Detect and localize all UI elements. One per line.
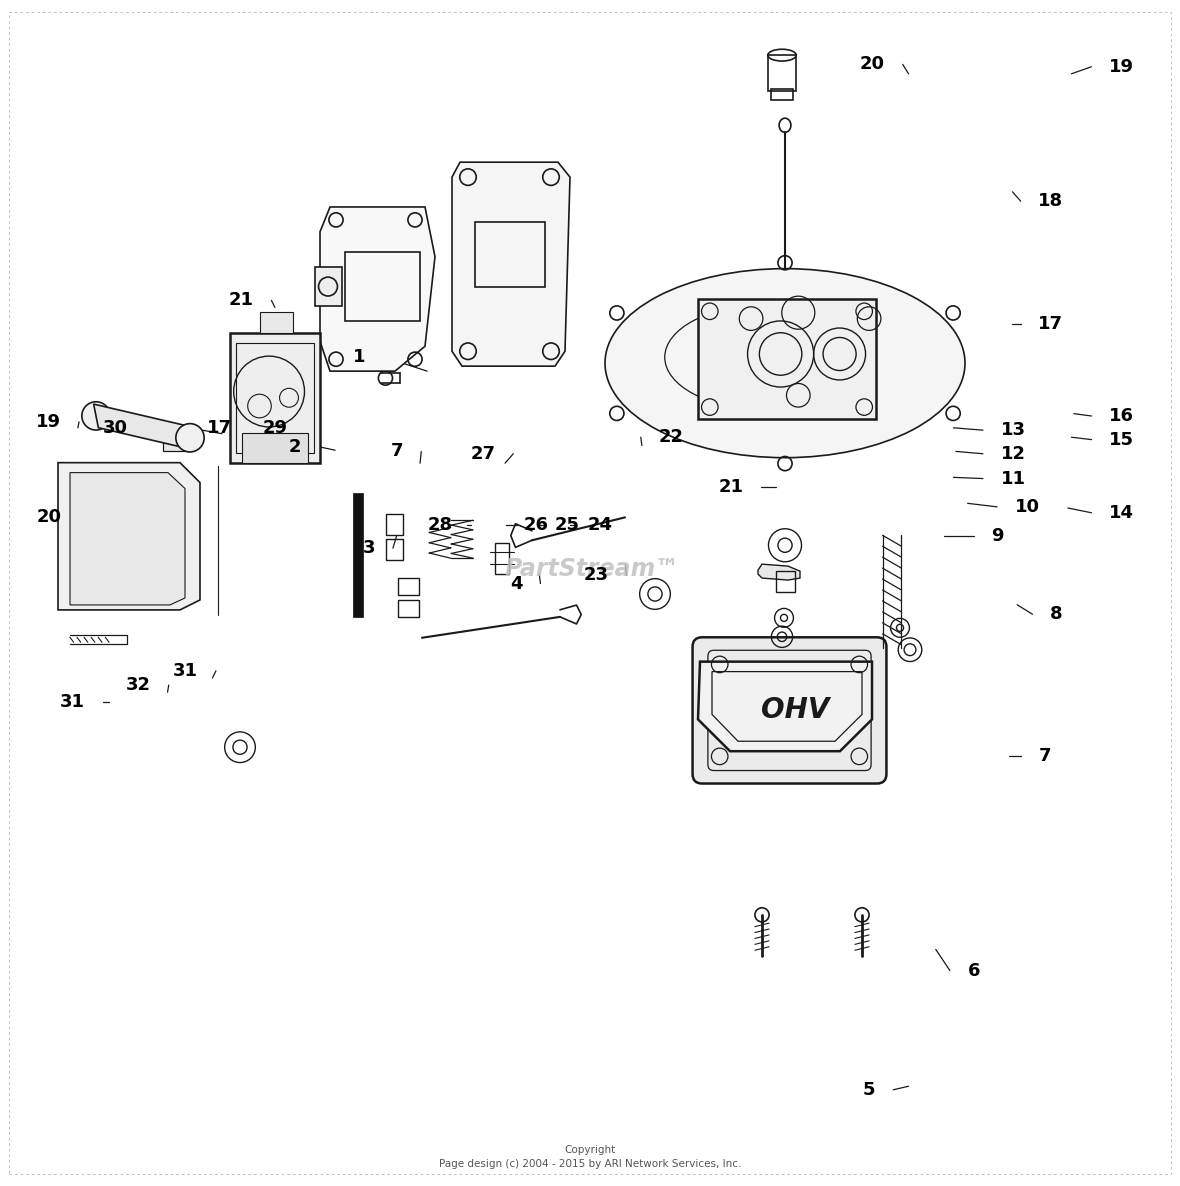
Text: 13: 13 xyxy=(1001,421,1025,439)
Bar xyxy=(163,433,189,451)
Text: 1: 1 xyxy=(353,347,366,366)
Bar xyxy=(386,514,402,535)
Text: 31: 31 xyxy=(60,693,85,710)
Text: 7: 7 xyxy=(1038,747,1051,765)
Text: 25: 25 xyxy=(555,516,579,534)
Polygon shape xyxy=(699,662,872,751)
Text: 6: 6 xyxy=(968,962,981,980)
Bar xyxy=(699,300,876,419)
Text: Copyright
Page design (c) 2004 - 2015 by ARI Network Services, Inc.: Copyright Page design (c) 2004 - 2015 by… xyxy=(439,1144,741,1169)
Circle shape xyxy=(176,423,204,452)
Text: 23: 23 xyxy=(584,566,609,585)
Bar xyxy=(772,89,793,100)
Text: 26: 26 xyxy=(524,516,549,534)
Bar xyxy=(776,570,795,592)
Ellipse shape xyxy=(605,269,965,458)
Text: 19: 19 xyxy=(37,413,61,431)
Text: 22: 22 xyxy=(658,428,683,446)
Bar xyxy=(494,543,509,574)
Text: 17: 17 xyxy=(1038,315,1063,333)
Text: OHV: OHV xyxy=(761,696,830,725)
Polygon shape xyxy=(315,267,342,306)
Text: 2: 2 xyxy=(288,438,301,455)
Text: 8: 8 xyxy=(1050,605,1063,623)
Text: 15: 15 xyxy=(1109,431,1134,448)
Bar xyxy=(230,333,320,463)
Text: 10: 10 xyxy=(1015,498,1040,516)
Polygon shape xyxy=(93,404,192,449)
Text: 9: 9 xyxy=(991,528,1004,546)
Bar xyxy=(260,312,293,333)
Text: 29: 29 xyxy=(262,419,288,436)
Bar xyxy=(768,56,797,90)
Bar xyxy=(242,433,308,463)
Text: 24: 24 xyxy=(588,516,612,534)
Text: 11: 11 xyxy=(1001,470,1025,487)
Circle shape xyxy=(81,402,110,431)
Text: 3: 3 xyxy=(362,540,375,557)
Text: 14: 14 xyxy=(1109,504,1134,522)
Text: 27: 27 xyxy=(471,445,496,463)
Text: 20: 20 xyxy=(37,509,61,527)
Text: 21: 21 xyxy=(719,478,743,496)
Bar xyxy=(398,600,419,617)
Text: 5: 5 xyxy=(863,1080,876,1098)
Bar xyxy=(398,579,419,595)
Text: 18: 18 xyxy=(1038,192,1063,210)
Text: 31: 31 xyxy=(173,662,198,680)
Circle shape xyxy=(278,333,288,343)
Text: 17: 17 xyxy=(206,419,231,436)
Polygon shape xyxy=(758,565,800,580)
Polygon shape xyxy=(452,162,570,366)
Text: 21: 21 xyxy=(229,292,254,310)
Text: 20: 20 xyxy=(860,56,885,74)
Bar xyxy=(353,492,362,617)
FancyBboxPatch shape xyxy=(693,637,886,784)
Text: 16: 16 xyxy=(1109,407,1134,425)
Text: 12: 12 xyxy=(1001,445,1025,463)
Text: 32: 32 xyxy=(126,676,151,694)
Text: 28: 28 xyxy=(428,516,453,534)
Bar xyxy=(386,538,402,560)
Polygon shape xyxy=(320,208,435,371)
Text: 30: 30 xyxy=(103,419,127,436)
Bar xyxy=(236,343,314,453)
Polygon shape xyxy=(58,463,199,610)
Polygon shape xyxy=(70,472,185,605)
Text: 4: 4 xyxy=(510,574,523,593)
Text: 19: 19 xyxy=(1109,58,1134,76)
Text: 7: 7 xyxy=(391,442,404,460)
Text: PartStream™: PartStream™ xyxy=(505,557,680,581)
